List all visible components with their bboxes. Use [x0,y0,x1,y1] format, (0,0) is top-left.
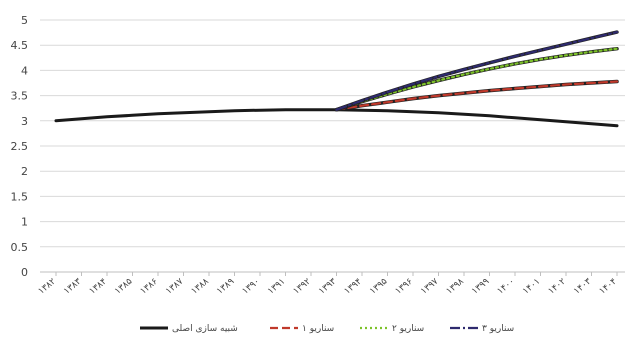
y-tick-label: 1 [21,216,28,229]
x-tick-label: ۱۴۰۲ [547,277,568,297]
x-tick-label: ۱۳۸۵ [113,277,134,297]
y-tick-label: 1.5 [11,190,29,203]
legend-label-3: سناریو ۳ [482,324,514,334]
x-tick-label: ۱۳۹۶ [394,277,415,297]
x-tick-label: ۱۳۹۷ [419,277,440,297]
x-tick-label: ۱۳۹۰ [241,277,262,297]
series-line-3 [335,30,619,111]
series-line-2 [335,47,619,111]
legend-label-1: سناریو ۱ [302,324,334,334]
y-tick-label: 4.5 [11,39,29,52]
x-tick-label: ۱۳۹۲ [292,277,313,297]
x-tick-label: ۱۳۹۳ [317,277,338,297]
x-tick-label: ۱۳۸۹ [215,277,236,297]
series-line-0 [54,108,619,128]
y-tick-label: 3 [21,115,28,128]
series-line-shadow [334,46,619,112]
x-tick-label: ۱۳۹۱ [266,277,287,297]
x-tick-label: ۱۳۸۲ [37,277,58,297]
y-tick-label: 4 [21,64,28,77]
legend-label-2: سناریو ۲ [392,324,424,334]
y-tick-label: 0 [21,266,28,279]
x-tick-label: ۱۴۰۴ [598,277,619,297]
x-axis: ۱۳۸۲ ۱۳۸۳ ۱۳۸۴ ۱۳۸۵ ۱۳۸۶ ۱۳۸۷ ۱۳۸۸ ۱۳۸۹ ۱۳۹۰ ۱۳۹۱… [37,271,625,297]
grid-lines [40,19,625,273]
x-tick-label: ۱۳۸۳ [62,277,83,297]
y-tick-label: 3.5 [11,90,29,103]
x-tick-label: ۱۳۸۴ [88,277,109,297]
x-tick-label: ۱۳۹۸ [445,277,466,297]
x-tick-label: ۱۳۹۵ [368,277,389,297]
legend-label-0: شبیه سازی اصلی [172,324,238,334]
x-tick-label: ۱۳۹۴ [343,277,364,297]
y-tick-label: 2.5 [11,140,29,153]
x-tick-label: ۱۴۰۱ [521,277,542,297]
y-tick-label: 5 [21,14,28,27]
x-tick-label: ۱۴۰۰ [496,277,517,297]
y-tick-label: 0.5 [11,241,29,254]
legend: شبیه سازی اصلی سناریو ۱ سناریو ۲ سناریو ۳ [140,324,514,334]
x-tick-label: ۱۳۸۶ [139,277,160,297]
x-tick-label: ۱۳۸۷ [164,277,185,297]
series-lines [54,30,619,128]
series-line-1 [335,80,619,111]
x-tick-label: ۱۳۸۸ [190,277,211,297]
y-tick-label: 2 [21,165,28,178]
x-tick-label: ۱۳۹۹ [470,277,491,297]
y-axis: 0 0.5 1 1.5 2 2.5 3 3.5 4 4.5 5 [11,14,29,279]
x-tick-label: ۱۴۰۳ [572,277,593,297]
